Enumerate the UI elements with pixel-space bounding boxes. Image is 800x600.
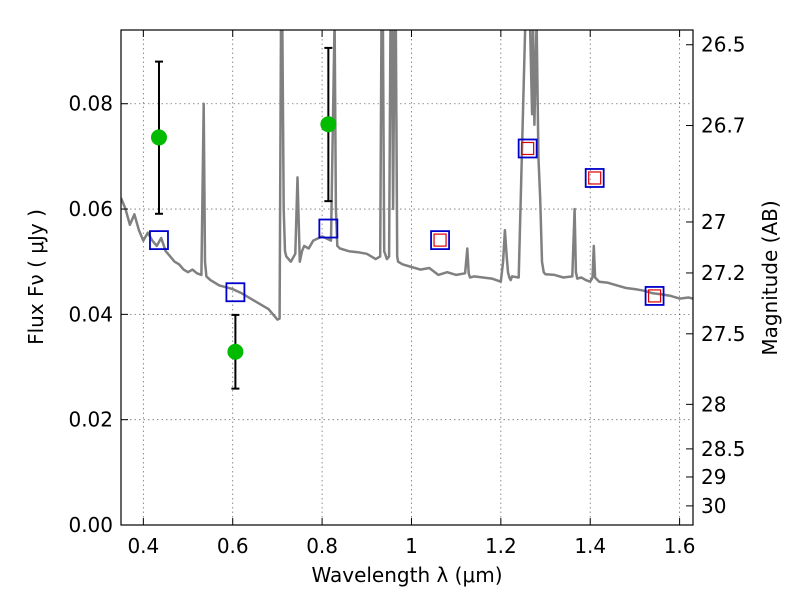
mag-tick-label: 29 bbox=[701, 465, 726, 489]
model-point bbox=[225, 282, 246, 303]
x-tick-label: 0.4 bbox=[127, 534, 159, 558]
mag-tick-label: 26.7 bbox=[701, 114, 746, 138]
x-tick-label: 0.6 bbox=[217, 534, 249, 558]
model-point bbox=[430, 230, 450, 251]
plot-background bbox=[121, 30, 693, 525]
observed-point bbox=[227, 343, 244, 360]
model-point-inner bbox=[588, 171, 602, 185]
mag-tick-label: 27.5 bbox=[701, 322, 746, 346]
model-point bbox=[644, 286, 665, 306]
mag-tick-label: 30 bbox=[701, 494, 726, 518]
mag-tick-label: 26.5 bbox=[701, 33, 746, 57]
model-point bbox=[149, 230, 169, 251]
y-axis-label-right: Magnitude (AB) bbox=[758, 200, 782, 355]
plot-frame bbox=[120, 29, 694, 526]
marker-layer bbox=[149, 46, 665, 390]
x-tick-label: 1.2 bbox=[485, 534, 517, 558]
y-tick-label: 0.08 bbox=[68, 92, 113, 116]
observed-point bbox=[320, 116, 337, 133]
x-tick-label: 0.8 bbox=[306, 534, 338, 558]
y-tick-label: 0.04 bbox=[68, 302, 113, 326]
y-tick-label: 0.06 bbox=[68, 197, 113, 221]
model-spectrum-line bbox=[121, 30, 693, 321]
x-axis-label: Wavelength λ (μm) bbox=[311, 563, 502, 587]
mag-tick-label: 27 bbox=[701, 210, 726, 234]
model-point-inner bbox=[521, 141, 535, 156]
y-tick-label: 0.02 bbox=[68, 408, 113, 432]
y-tick-label: 0.00 bbox=[68, 513, 113, 537]
model-point bbox=[318, 218, 339, 239]
observed-point bbox=[150, 129, 167, 146]
model-point bbox=[517, 138, 538, 159]
y-axis-label: Flux Fν ( μJy ) bbox=[24, 209, 48, 345]
axes: 0.4 0.6 0.8 1 1.2 1.4 1.6 0.00 0.02 0.04 0.06 0.08 2… bbox=[68, 30, 746, 558]
mag-tick-label: 28 bbox=[701, 392, 726, 416]
model-point bbox=[584, 168, 605, 188]
model-point-inner bbox=[647, 289, 662, 303]
x-tick-label: 1.6 bbox=[664, 534, 696, 558]
mag-tick-label: 27.2 bbox=[701, 261, 746, 285]
x-tick-label: 1.4 bbox=[574, 534, 606, 558]
mag-tick-label: 28.5 bbox=[701, 437, 746, 461]
model-spectrum-layer bbox=[121, 30, 693, 321]
model-point-inner bbox=[433, 233, 447, 247]
x-tick-label: 1 bbox=[405, 534, 418, 558]
